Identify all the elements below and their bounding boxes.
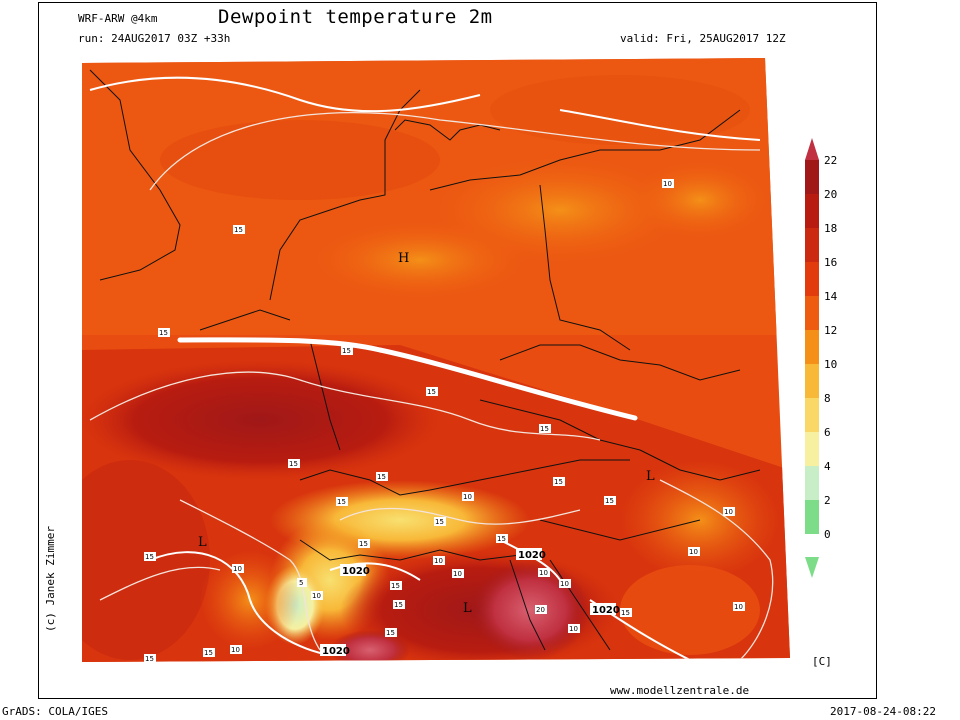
contour-label: 10 [539, 569, 548, 577]
colorbar-tick-label: 10 [824, 358, 837, 371]
contour-label: 15 [427, 388, 436, 396]
grads-label: GrADS: COLA/IGES [2, 705, 108, 718]
contour-label: 10 [312, 592, 321, 600]
colorbar-swatch [805, 432, 819, 466]
colorbar-swatch [805, 262, 819, 296]
plot-frame [38, 2, 877, 699]
contour-label: 15 [204, 649, 213, 657]
colorbar-swatch [805, 500, 819, 534]
colorbar-swatch [805, 466, 819, 500]
isobar-label: 1020 [518, 550, 546, 561]
colorbar-tick-label: 4 [824, 460, 831, 473]
contour-label: 15 [554, 478, 563, 486]
contour-label: 15 [145, 553, 154, 561]
contour-label: 10 [663, 180, 672, 188]
colorbar-swatch [805, 330, 819, 364]
contour-label: 15 [621, 609, 630, 617]
isobar-labels: 1020 1020 1020 1020 [320, 548, 620, 657]
contour-label: 15 [386, 629, 395, 637]
map-title: Dewpoint temperature 2m [218, 6, 493, 28]
contour-label: 5 [299, 579, 303, 587]
low-pressure-symbol: L [463, 601, 472, 616]
contour-label: 15 [337, 498, 346, 506]
colorbar-tick-label: 0 [824, 528, 831, 541]
contour-label: 10 [233, 565, 242, 573]
isobar-label: 1020 [322, 646, 350, 657]
contour-label: 15 [234, 226, 243, 234]
contour-label: 15 [391, 582, 400, 590]
contour-label: 15 [394, 601, 403, 609]
colorbar-swatch [805, 160, 819, 194]
low-pressure-symbol: L [646, 469, 655, 484]
contour-label: 15 [377, 473, 386, 481]
colorbar-swatch [805, 398, 819, 432]
colorbar-swatch [805, 194, 819, 228]
contour-label: 10 [569, 625, 578, 633]
isobar-label: 1020 [592, 605, 620, 616]
colorbar-unit: [C] [812, 655, 832, 668]
borders [89, 69, 761, 651]
contour-labels: 10 15 15 15 15 15 15 15 10 15 10 10 15 1… [144, 179, 745, 663]
dewpoint-contours [89, 112, 774, 661]
contour-label: 10 [689, 548, 698, 556]
contour-label: 10 [734, 603, 743, 611]
colorbar-tick-label: 2 [824, 494, 831, 507]
high-pressure-symbol: H [398, 251, 409, 266]
contour-label: 15 [342, 347, 351, 355]
colorbar-tick-label: 8 [824, 392, 831, 405]
contour-label: 20 [536, 606, 545, 614]
model-label: WRF-ARW @4km [78, 12, 158, 25]
colorbar-arrow-bottom [805, 557, 819, 578]
contour-label: 15 [540, 425, 549, 433]
colorbar-swatch [805, 296, 819, 330]
colorbar-tick-label: 22 [824, 154, 837, 167]
isobar-label: 1020 [342, 566, 370, 577]
contour-label: 15 [435, 518, 444, 526]
contour-label: 10 [463, 493, 472, 501]
contour-label: 15 [145, 655, 154, 663]
contour-label: 10 [434, 557, 443, 565]
low-pressure-symbol: L [198, 535, 207, 550]
run-label: run: 24AUG2017 03Z +33h [78, 32, 231, 45]
contour-label: 15 [605, 497, 614, 505]
contour-label: 10 [724, 508, 733, 516]
colorbar-arrow-top [805, 138, 819, 160]
colorbar-tick-label: 14 [824, 290, 838, 303]
website-label: www.modellzentrale.de [610, 684, 750, 697]
colorbar-tick-label: 18 [824, 222, 837, 235]
annotation-line [177, 337, 638, 421]
contour-label: 15 [359, 540, 368, 548]
colorbar-swatch [805, 364, 819, 398]
colorbar-tick-label: 6 [824, 426, 831, 439]
contour-label: 15 [289, 460, 298, 468]
contour-label: 10 [453, 570, 462, 578]
contour-label: 15 [497, 535, 506, 543]
valid-label: valid: Fri, 25AUG2017 12Z [620, 32, 786, 45]
timestamp-label: 2017-08-24-08:22 [830, 705, 936, 718]
colorbar-tick-label: 20 [824, 188, 837, 201]
colorbar-tick-label: 16 [824, 256, 837, 269]
colorbar-swatch [805, 228, 819, 262]
contour-label: 10 [560, 580, 569, 588]
contour-label: 15 [159, 329, 168, 337]
colorbar-tick-label: 12 [824, 324, 837, 337]
contour-label: 10 [231, 646, 240, 654]
